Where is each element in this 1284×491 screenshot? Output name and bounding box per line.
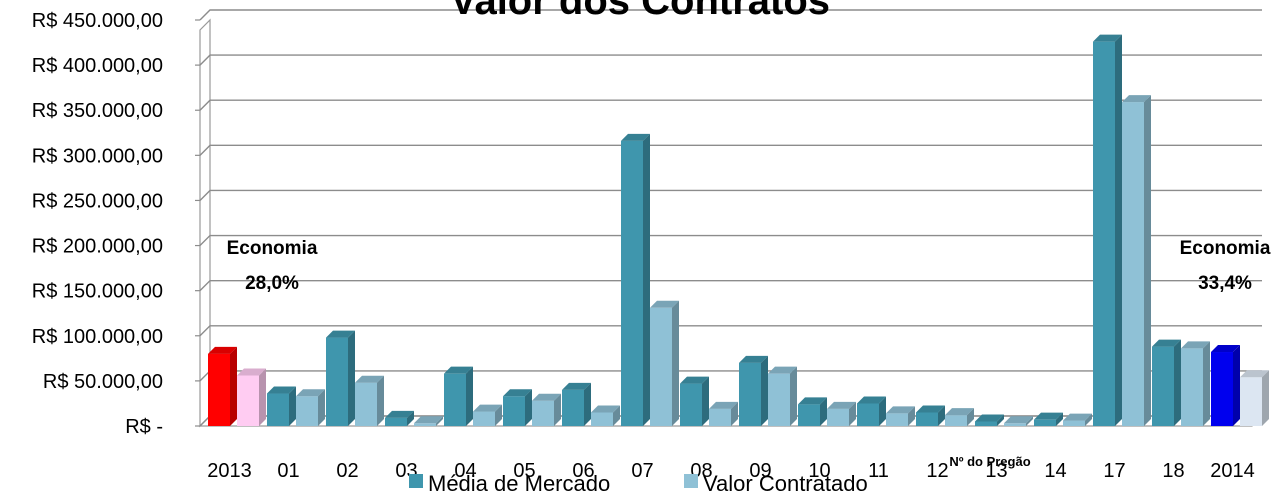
bar-media-de-mercado-2013 (208, 346, 237, 426)
x-category-label: 01 (277, 460, 299, 482)
legend-swatch-valor-contratado (684, 474, 698, 488)
bar-valor-contratado-13 (1004, 416, 1033, 426)
bar-media-de-mercado-08 (680, 376, 709, 426)
bar-media-de-mercado-12 (916, 405, 945, 426)
bar-media-de-mercado-02 (326, 330, 355, 426)
bar-media-de-mercado-04 (444, 366, 473, 426)
back-wall (200, 20, 1262, 426)
x-category-label: 04 (454, 460, 476, 482)
bar-valor-contratado-03 (414, 416, 443, 426)
y-tick-label: R$ 450.000,00 (32, 10, 163, 32)
bar-valor-contratado-09 (768, 366, 797, 426)
bar-valor-contratado-17 (1122, 95, 1151, 426)
y-tick-label: R$ 400.000,00 (32, 55, 163, 77)
bar-media-de-mercado-01 (267, 386, 296, 426)
legend-label-media-de-mercado: Média de Mercado (428, 471, 610, 491)
gridline (199, 325, 1262, 337)
bar-valor-contratado-06 (591, 405, 620, 426)
x-category-label: 12 (926, 460, 948, 482)
y-tick-label: R$ 150.000,00 (32, 281, 163, 303)
gridline (199, 54, 1262, 66)
y-tick-label: R$ 300.000,00 (32, 145, 163, 167)
x-category-label: 17 (1103, 460, 1125, 482)
legend-label-valor-contratado: Valor Contratado (703, 471, 868, 491)
bar-valor-contratado-08 (709, 401, 738, 426)
y-tick-label: R$ 100.000,00 (32, 326, 163, 348)
bar-media-de-mercado-11 (857, 396, 886, 426)
bar-media-de-mercado-2014 (1211, 345, 1240, 426)
bar-media-de-mercado-07 (621, 133, 650, 427)
bar-media-de-mercado-13 (975, 414, 1004, 426)
bar-media-de-mercado-10 (798, 397, 827, 426)
bar-valor-contratado-2014 (1240, 370, 1269, 426)
chart-title: Valor dos Contratos (450, 0, 830, 23)
x-category-label: 11 (868, 460, 889, 482)
x-category-label: 10 (808, 460, 830, 482)
y-tick-label: R$ 200.000,00 (32, 236, 163, 258)
gridline (199, 144, 1262, 156)
bar-media-de-mercado-17 (1093, 34, 1122, 427)
bar-valor-contratado-10 (827, 401, 856, 426)
annotation-2014-value: 33,4% (1198, 273, 1252, 294)
bar-media-de-mercado-03 (385, 410, 414, 426)
x-category-label: 02 (336, 460, 358, 482)
x-category-label: 06 (572, 460, 594, 482)
x-category-label: 09 (749, 460, 771, 482)
legend: Média de Mercado Valor Contratado (409, 471, 868, 491)
bar-valor-contratado-01 (296, 389, 325, 426)
x-category-label: 14 (1044, 460, 1066, 482)
bar-media-de-mercado-05 (503, 389, 532, 426)
bar-valor-contratado-12 (945, 408, 974, 426)
y-tick-label: R$ 350.000,00 (32, 100, 163, 122)
bar-valor-contratado-18 (1181, 341, 1210, 426)
bar-valor-contratado-14 (1063, 413, 1092, 426)
bar-valor-contratado-05 (532, 393, 561, 426)
legend-swatch-media-de-mercado (409, 474, 423, 488)
bar-media-de-mercado-18 (1152, 339, 1181, 426)
x-category-label: 13 (985, 460, 1007, 482)
bar-media-de-mercado-14 (1034, 412, 1063, 426)
gridline (199, 279, 1262, 292)
gridlines (199, 9, 1262, 427)
y-tick-label: R$ - (125, 416, 163, 438)
x-category-label: 07 (631, 460, 653, 482)
gridline (199, 234, 1262, 247)
x-axis-label: Nº do Pregão (949, 454, 1030, 469)
bars (208, 34, 1269, 427)
x-category-label: 2014 (1210, 460, 1255, 482)
gridline (199, 189, 1262, 201)
annotation-2013-value: 28,0% (245, 273, 299, 294)
gridline (199, 9, 1262, 21)
bar-media-de-mercado-09 (739, 355, 768, 426)
bar-media-de-mercado-06 (562, 382, 591, 426)
x-category-label: 18 (1162, 460, 1184, 482)
bar-valor-contratado-04 (473, 404, 502, 426)
bar-valor-contratado-02 (355, 375, 384, 426)
x-category-label: 2013 (207, 460, 252, 482)
x-category-label: 05 (513, 460, 535, 482)
bar-valor-contratado-07 (650, 300, 679, 426)
y-tick-label: R$ 250.000,00 (32, 190, 163, 212)
y-tick-label: R$ 50.000,00 (43, 371, 163, 393)
annotation-2013-label: Economia (227, 238, 318, 259)
bar-valor-contratado-2013 (237, 368, 266, 426)
gridline (199, 99, 1262, 111)
y-axis-ticks: R$ - R$ 50.000,00 R$ 100.000,00 R$ 150.000,… (32, 10, 200, 438)
annotation-2014-label: Economia (1180, 238, 1271, 259)
bar-valor-contratado-11 (886, 406, 915, 426)
